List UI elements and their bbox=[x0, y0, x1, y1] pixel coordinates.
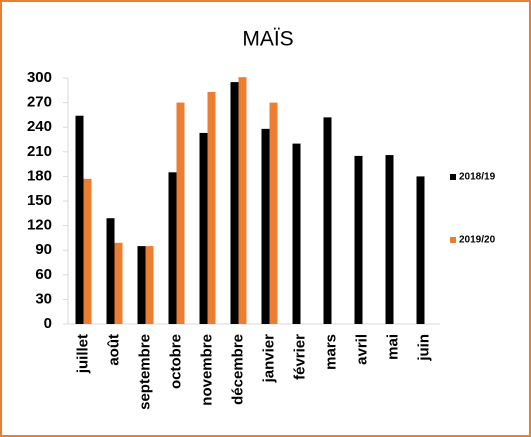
bar bbox=[323, 117, 332, 324]
bar bbox=[385, 155, 394, 324]
y-tick-label: 120 bbox=[27, 217, 52, 234]
bar bbox=[145, 246, 154, 324]
y-tick-label: 150 bbox=[27, 192, 52, 209]
x-tick-label: novembre bbox=[198, 334, 215, 406]
bar bbox=[114, 242, 123, 324]
bar bbox=[230, 82, 239, 324]
chart-title: MAÏS bbox=[242, 28, 293, 51]
x-tick-label: avril bbox=[353, 334, 370, 365]
bar bbox=[261, 128, 270, 324]
y-tick-label: 0 bbox=[44, 315, 52, 332]
bar bbox=[168, 172, 177, 324]
bar bbox=[106, 218, 115, 324]
x-tick-label: mars bbox=[322, 334, 339, 370]
y-tick-label: 300 bbox=[27, 69, 52, 86]
x-tick-label: septembre bbox=[136, 334, 153, 410]
y-tick-label: 90 bbox=[35, 241, 52, 258]
bar bbox=[137, 246, 146, 324]
x-tick-label: août bbox=[105, 334, 122, 366]
bar bbox=[176, 102, 185, 324]
bar bbox=[292, 143, 301, 324]
y-tick-label: 210 bbox=[27, 143, 52, 160]
bar bbox=[207, 91, 216, 324]
x-tick-label: janvier bbox=[260, 334, 277, 384]
y-tick-label: 270 bbox=[27, 94, 52, 111]
x-tick-label: octobre bbox=[167, 334, 184, 389]
legend-label: 2018/19 bbox=[459, 172, 496, 183]
x-tick-label: juillet bbox=[74, 334, 91, 374]
y-tick-label: 30 bbox=[35, 290, 52, 307]
x-tick-label: juin bbox=[415, 334, 432, 362]
x-tick-label: février bbox=[291, 334, 308, 380]
bar bbox=[354, 155, 363, 324]
bar bbox=[199, 132, 208, 324]
bar bbox=[269, 102, 278, 324]
y-tick-label: 240 bbox=[27, 118, 52, 135]
bar bbox=[83, 178, 92, 324]
legend-swatch bbox=[450, 237, 456, 243]
bar bbox=[416, 176, 425, 324]
y-tick-label: 60 bbox=[35, 266, 52, 283]
legend-swatch bbox=[450, 174, 456, 180]
legend-label: 2019/20 bbox=[459, 235, 496, 246]
bar bbox=[238, 77, 247, 325]
x-tick-label: mai bbox=[384, 334, 401, 360]
bar bbox=[75, 115, 84, 324]
x-tick-label: décembre bbox=[229, 334, 246, 405]
y-tick-label: 180 bbox=[27, 167, 52, 184]
